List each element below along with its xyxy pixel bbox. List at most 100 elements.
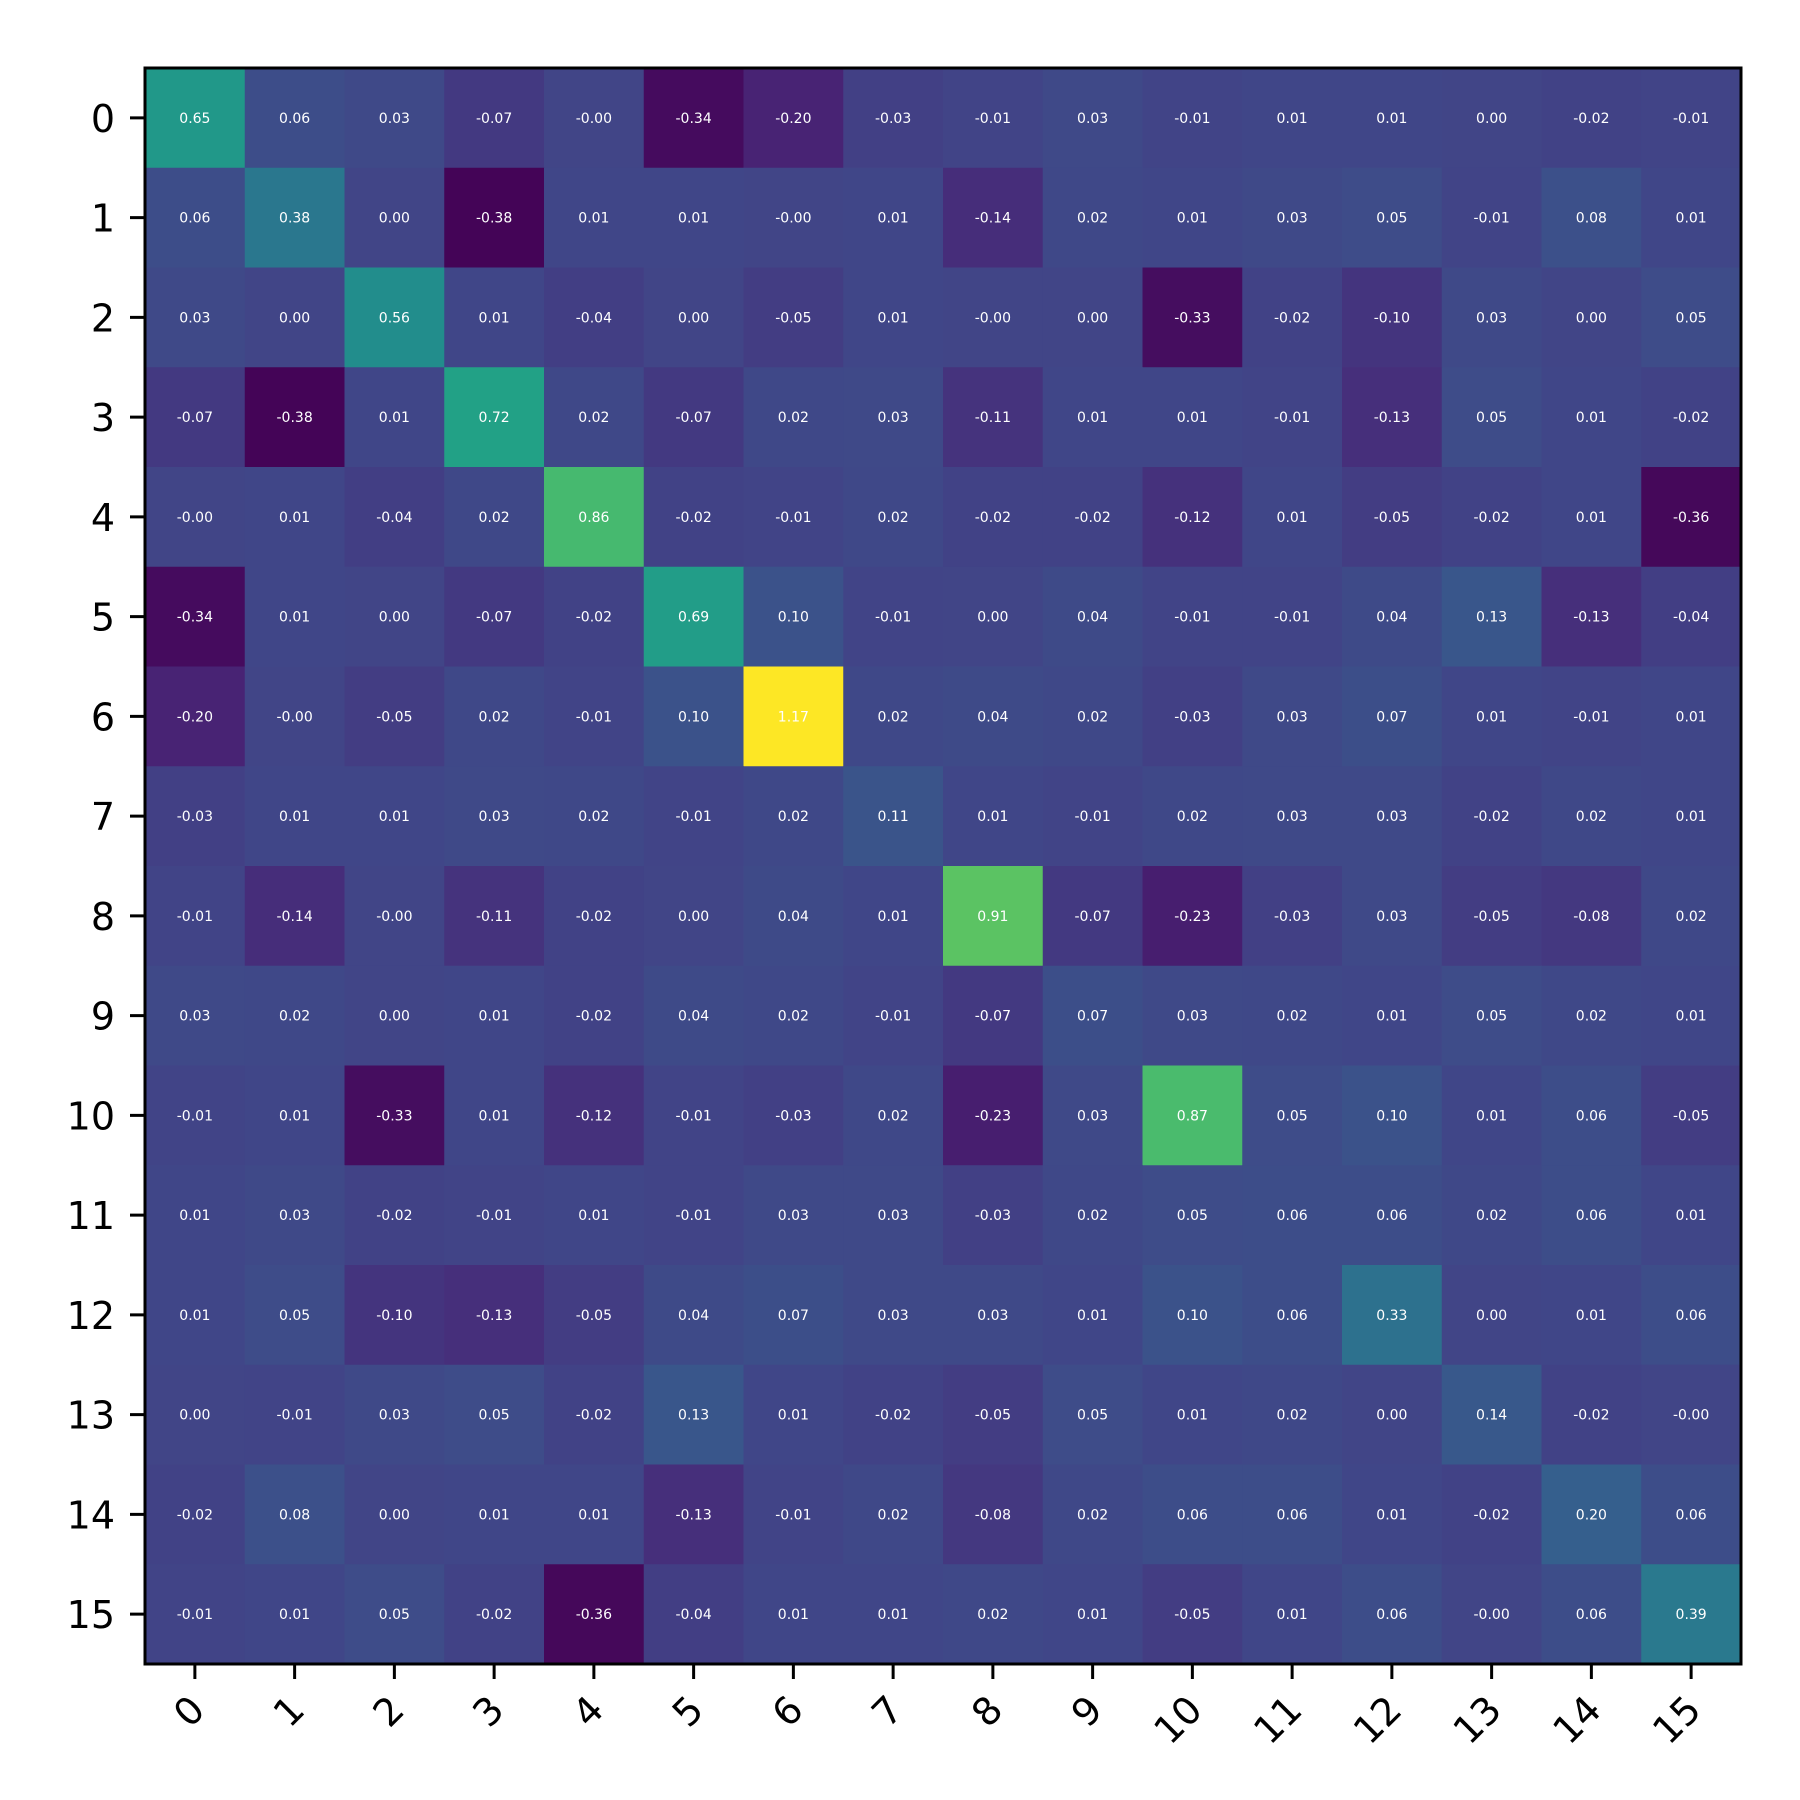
heatmap-cell-r3-c0 [145, 367, 246, 468]
y-tick-label: 9 [91, 995, 115, 1039]
heatmap-cell-r4-c2 [344, 467, 445, 568]
x-tick-label: 10 [1145, 1687, 1210, 1752]
cell-value-label: -0.07 [476, 610, 512, 626]
heatmap-cell-r0-c1 [244, 68, 345, 169]
heatmap-cell-r4-c5 [643, 467, 744, 568]
cell-value-label: 0.06 [1277, 1507, 1308, 1523]
heatmap-cell-r0-c5 [643, 68, 744, 169]
cell-value-label: 0.02 [878, 709, 909, 725]
heatmap-cell-r0-c6 [743, 68, 844, 169]
cell-value-label: -0.01 [1274, 610, 1310, 626]
cell-value-label: 0.03 [1077, 1108, 1108, 1124]
y-tick-label: 5 [91, 596, 115, 640]
heatmap-cell-r8-c0 [145, 866, 246, 967]
cell-value-label: -0.07 [676, 410, 712, 426]
cell-value-label: 0.02 [578, 809, 609, 825]
cell-value-label: -0.33 [376, 1108, 412, 1124]
heatmap-cell-r3-c7 [843, 367, 944, 468]
cell-value-label: -0.07 [975, 1009, 1011, 1025]
cell-value-label: -0.01 [177, 909, 213, 925]
heatmap-cell-r11-c7 [843, 1165, 944, 1266]
heatmap-cell-r13-c10 [1142, 1364, 1243, 1465]
heatmap-cell-r1-c7 [843, 167, 944, 268]
heatmap-cell-r15-c15 [1641, 1564, 1742, 1665]
heatmap-cell-r1-c8 [943, 167, 1044, 268]
cell-value-label: -0.01 [676, 809, 712, 825]
heatmap-cell-r3-c2 [344, 367, 445, 468]
heatmap-cell-r9-c1 [244, 965, 345, 1066]
cell-value-label: 0.91 [977, 909, 1008, 925]
heatmap-cell-r13-c13 [1441, 1364, 1542, 1465]
cell-value-label: 0.03 [179, 310, 210, 326]
heatmap-cell-r5-c13 [1441, 566, 1542, 667]
cell-value-label: 0.03 [1277, 709, 1308, 725]
cell-value-label: 0.03 [379, 111, 410, 127]
heatmap-cell-r15-c14 [1541, 1564, 1642, 1665]
cell-value-label: 0.03 [1277, 211, 1308, 227]
heatmap-cell-r13-c11 [1242, 1364, 1343, 1465]
y-tick-label: 7 [91, 795, 115, 839]
heatmap-cell-r4-c4 [544, 467, 645, 568]
cell-value-label: 0.72 [479, 410, 510, 426]
cell-value-label: 0.01 [1277, 111, 1308, 127]
heatmap-cell-r13-c3 [444, 1364, 545, 1465]
cell-value-label: 0.10 [678, 709, 709, 725]
heatmap-cell-r4-c6 [743, 467, 844, 568]
cell-value-label: -0.02 [1573, 1408, 1609, 1424]
heatmap-cell-r6-c5 [643, 666, 744, 767]
heatmap-cell-r4-c13 [1441, 467, 1542, 568]
heatmap-cell-r14-c6 [743, 1464, 844, 1565]
cell-value-label: 0.02 [878, 510, 909, 526]
cell-value-label: -0.20 [775, 111, 811, 127]
heatmap-cell-r12-c5 [643, 1265, 744, 1366]
cell-value-label: 0.06 [1576, 1108, 1607, 1124]
cell-value-label: 0.01 [878, 211, 909, 227]
cell-value-label: 0.06 [1576, 1607, 1607, 1623]
cell-value-label: -0.14 [975, 211, 1011, 227]
cell-value-label: 0.01 [678, 211, 709, 227]
cell-value-label: -0.03 [1174, 709, 1210, 725]
heatmap-cell-r13-c15 [1641, 1364, 1742, 1465]
heatmap-cell-r6-c13 [1441, 666, 1542, 767]
heatmap-cell-r6-c7 [843, 666, 944, 767]
y-tick-label: 11 [67, 1194, 115, 1238]
cell-value-label: -0.03 [775, 1108, 811, 1124]
heatmap-cell-r5-c8 [943, 566, 1044, 667]
x-axis: 0 1 2 3 4 5 6 7 8 9 10 11 12 13 14 15 [165, 1664, 1709, 1753]
heatmap-cell-r8-c7 [843, 866, 944, 967]
y-tick-label: 13 [67, 1394, 115, 1438]
heatmap-cell-r2-c1 [244, 267, 345, 368]
y-tick-label: 12 [67, 1294, 115, 1338]
cell-value-label: -0.05 [376, 709, 412, 725]
heatmap-cell-r11-c9 [1042, 1165, 1143, 1266]
heatmap-cell-r14-c11 [1242, 1464, 1343, 1565]
heatmap-cell-r10-c5 [643, 1065, 744, 1166]
cell-value-label: 0.02 [1077, 709, 1108, 725]
cell-value-label: 0.03 [878, 1308, 909, 1324]
heatmap-cell-r5-c7 [843, 566, 944, 667]
heatmap-cell-r10-c12 [1342, 1065, 1443, 1166]
heatmap-cell-r15-c1 [244, 1564, 345, 1665]
cell-value-label: 0.03 [977, 1308, 1008, 1324]
cell-value-label: 0.05 [279, 1308, 310, 1324]
cell-value-label: -0.00 [277, 709, 313, 725]
heatmap-cell-r0-c12 [1342, 68, 1443, 169]
cell-value-label: 0.06 [1277, 1308, 1308, 1324]
cell-value-label: 0.01 [1676, 809, 1707, 825]
heatmap-cell-r6-c0 [145, 666, 246, 767]
cell-value-label: -0.07 [1075, 909, 1111, 925]
heatmap-cell-r12-c13 [1441, 1265, 1542, 1366]
heatmap-cell-r1-c5 [643, 167, 744, 268]
heatmap-cell-r6-c15 [1641, 666, 1742, 767]
heatmap-cell-r2-c14 [1541, 267, 1642, 368]
cell-value-label: 0.07 [778, 1308, 809, 1324]
cell-value-label: 0.06 [1676, 1507, 1707, 1523]
heatmap-cell-r7-c11 [1242, 766, 1343, 867]
heatmap-cell-r3-c12 [1342, 367, 1443, 468]
heatmap-cell-r1-c0 [145, 167, 246, 268]
cell-value-label: 0.01 [1576, 410, 1607, 426]
cell-value-label: 0.05 [1476, 410, 1507, 426]
heatmap-cell-r15-c2 [344, 1564, 445, 1665]
cell-value-label: 0.01 [179, 1308, 210, 1324]
heatmap-cell-r6-c11 [1242, 666, 1343, 767]
